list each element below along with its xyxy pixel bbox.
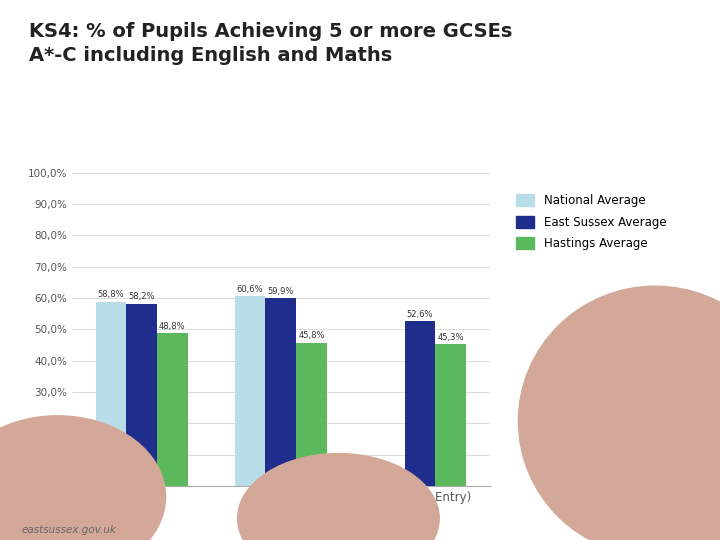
Ellipse shape <box>0 416 166 540</box>
Bar <box>436 344 466 486</box>
Bar <box>126 303 157 486</box>
Text: 58,2%: 58,2% <box>128 292 155 301</box>
Bar <box>266 299 296 486</box>
Legend: National Average, East Sussex Average, Hastings Average: National Average, East Sussex Average, H… <box>516 194 666 250</box>
Text: 59,9%: 59,9% <box>268 287 294 296</box>
Bar <box>96 302 126 486</box>
Text: eastsussex.gov.uk: eastsussex.gov.uk <box>22 524 117 535</box>
Bar <box>296 342 327 486</box>
Bar <box>157 333 187 486</box>
Bar <box>235 296 266 486</box>
Text: 45,3%: 45,3% <box>437 333 464 342</box>
Bar <box>405 321 436 486</box>
Text: 48,8%: 48,8% <box>159 322 186 330</box>
Ellipse shape <box>518 286 720 540</box>
Text: KS4: % of Pupils Achieving 5 or more GCSEs
A*-C including English and Maths: KS4: % of Pupils Achieving 5 or more GCS… <box>29 22 512 65</box>
Text: 60,6%: 60,6% <box>237 285 264 294</box>
Ellipse shape <box>238 454 439 540</box>
Text: 58,8%: 58,8% <box>98 291 125 299</box>
Text: 52,6%: 52,6% <box>407 310 433 319</box>
Text: 45,8%: 45,8% <box>298 331 325 340</box>
